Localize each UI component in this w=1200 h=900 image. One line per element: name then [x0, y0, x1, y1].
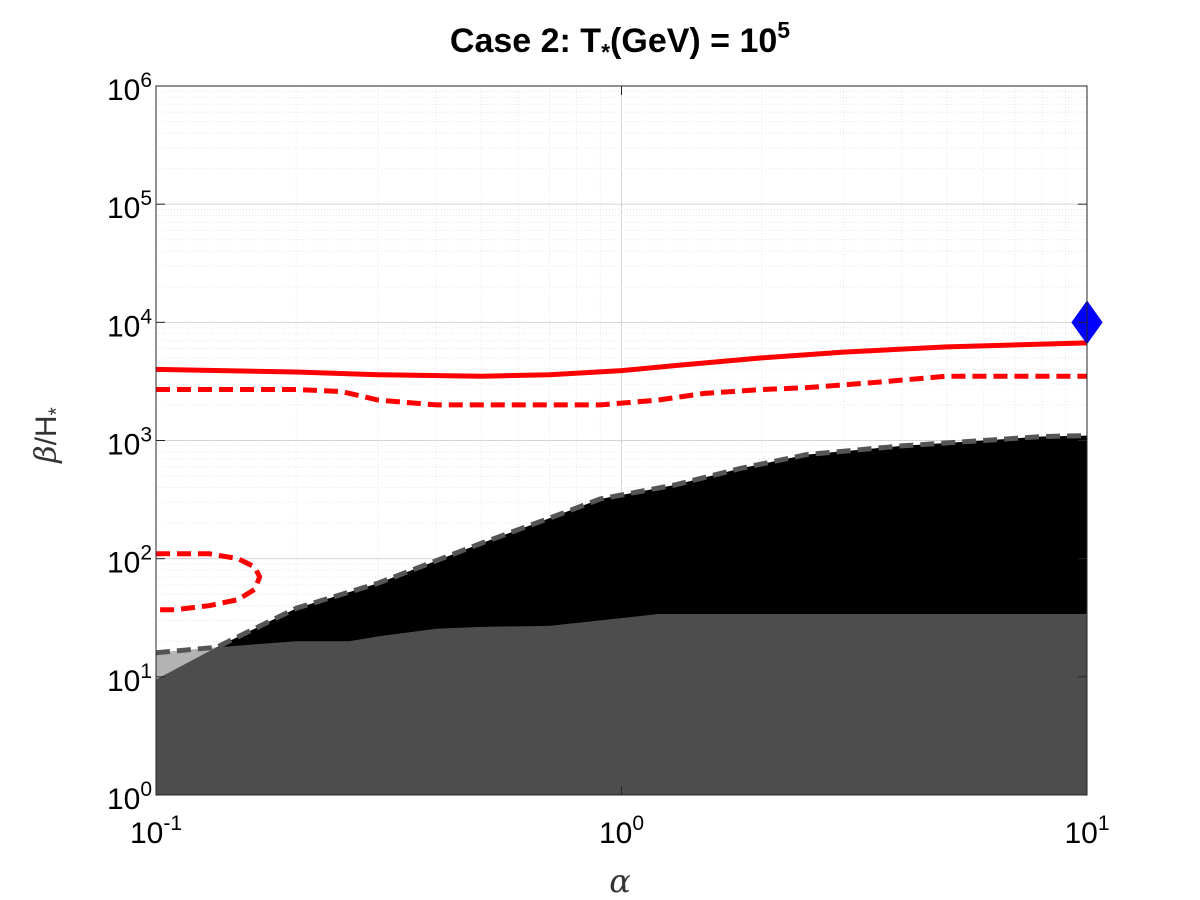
y-tick-exponent: 3 [140, 424, 152, 447]
x-tick-labels: 10-1 100 101 [130, 812, 1110, 850]
y-tick-label: 103 [107, 424, 152, 462]
y-label-subscript: * [45, 407, 68, 415]
y-tick-base: 10 [107, 192, 140, 225]
title-middle: (GeV) = 10 [610, 22, 777, 60]
y-tick-label: 106 [107, 69, 152, 107]
y-tick-base: 10 [107, 665, 140, 698]
x-tick-label: 101 [1064, 812, 1109, 850]
dashed-line-4 [155, 433, 1088, 656]
dashed-line-2 [156, 373, 1087, 408]
title-subscript: * [601, 39, 610, 65]
y-axis-label: β/H* [29, 407, 68, 464]
title-superscript: 5 [777, 17, 790, 43]
axis-ticks [155, 85, 1088, 796]
solid-line-1 [155, 340, 1088, 379]
y-tick-exponent: 6 [140, 69, 152, 92]
y-tick-base: 10 [107, 74, 140, 107]
x-tick-base: 10 [599, 817, 632, 850]
x-tick-label: 10-1 [130, 812, 182, 850]
x-tick-base: 10 [130, 817, 163, 850]
y-tick-label: 100 [107, 778, 152, 816]
y-tick-base: 10 [107, 783, 140, 816]
y-tick-label: 104 [107, 305, 152, 343]
y-tick-label: 101 [107, 660, 152, 698]
y-tick-exponent: 1 [140, 660, 152, 683]
dark-gray-region [156, 614, 1087, 795]
y-tick-exponent: 5 [140, 187, 152, 210]
dashed-line-3 [156, 551, 263, 613]
x-axis-label: α [609, 862, 631, 900]
y-tick-exponent: 0 [140, 778, 152, 801]
y-tick-exponent: 4 [140, 305, 152, 328]
y-tick-label: 102 [107, 542, 152, 580]
y-label-beta: β [29, 445, 64, 463]
y-tick-base: 10 [107, 547, 140, 580]
y-tick-exponent: 2 [140, 542, 152, 565]
y-label-rest: /H [30, 415, 63, 445]
title-prefix: Case 2: T [450, 22, 601, 60]
x-tick-label: 100 [599, 812, 644, 850]
x-tick-exponent: -1 [163, 812, 182, 835]
x-tick-base: 10 [1064, 817, 1097, 850]
y-tick-label: 105 [107, 187, 152, 225]
y-tick-base: 10 [107, 310, 140, 343]
series-lines [155, 340, 1088, 656]
x-tick-exponent: 1 [1098, 812, 1110, 835]
y-tick-base: 10 [107, 429, 140, 462]
x-tick-exponent: 0 [632, 812, 644, 835]
shaded-regions [156, 435, 1088, 795]
chart-title: Case 2: T*(GeV) = 105 [450, 17, 790, 65]
